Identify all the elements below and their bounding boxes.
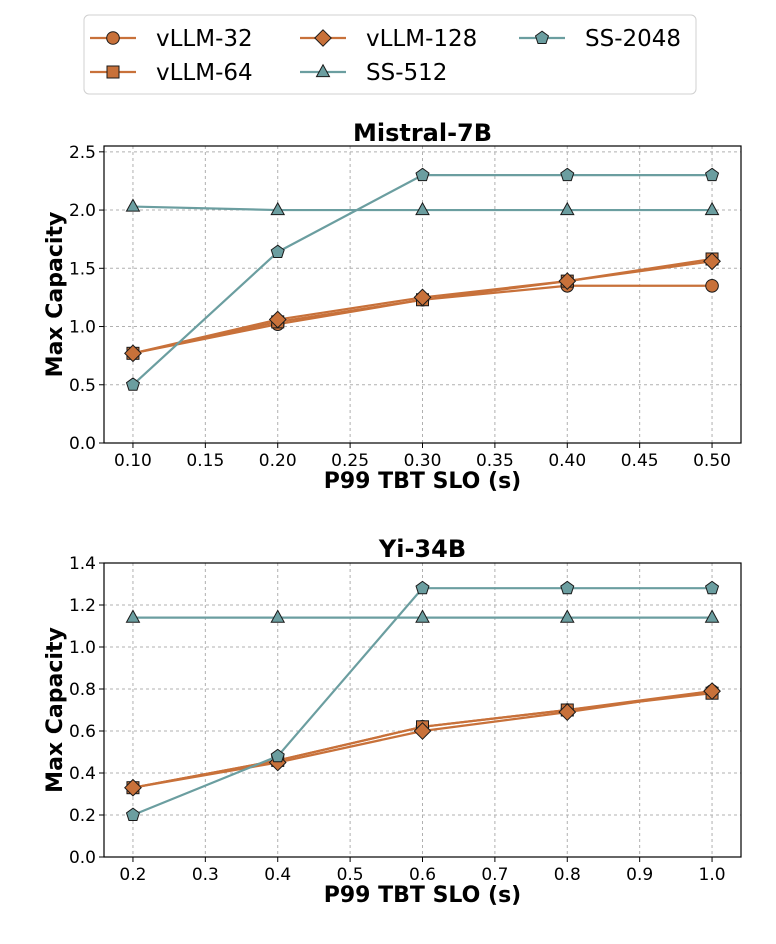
x-axis-label: P99 TBT SLO (s) <box>324 469 521 494</box>
gridlines <box>104 562 741 858</box>
data-point-ss-2048 <box>560 167 575 182</box>
x-tick-label: 0.15 <box>186 451 224 471</box>
y-tick-label: 1.4 <box>69 554 96 574</box>
data-point-ss-2048 <box>125 377 141 391</box>
x-tick-label: 0.30 <box>404 451 442 471</box>
legend-label: SS-512 <box>366 60 447 86</box>
y-tick-label: 2.0 <box>69 201 96 221</box>
legend: vLLM-32 vLLM-128 SS-2048 vLLM-64 SS-512 <box>83 14 697 95</box>
y-tick-label: 1.0 <box>69 318 96 338</box>
data-point-ss-512 <box>270 609 286 623</box>
legend-entry-vllm-32: vLLM-32 <box>90 26 253 52</box>
y-tick-label: 1.5 <box>69 259 96 279</box>
x-tick-label: 0.50 <box>693 451 731 471</box>
chart-mistral-7b: 0.10 0.15 0.20 0.25 0.30 0.35 0.40 0.45 0.50 0.0 0… <box>43 119 742 494</box>
data-point-ss-512 <box>559 609 575 623</box>
axis-ticks: 0.2 0.3 0.4 0.5 0.6 0.7 0.8 0.9 1.0 0.0 0.2 0.4 0.6 0… <box>69 554 726 885</box>
legend-marker-diamond <box>314 29 332 47</box>
legend-label: SS-2048 <box>585 26 681 52</box>
data-point-vllm-128 <box>558 272 577 291</box>
x-tick-label: 0.40 <box>548 451 586 471</box>
legend-entry-vllm-128: vLLM-128 <box>300 26 477 52</box>
legend-entry-vllm-64: vLLM-64 <box>90 60 253 86</box>
x-tick-label: 0.6 <box>409 865 436 885</box>
chart-title: Mistral-7B <box>353 119 492 147</box>
data-point-ss-2048 <box>560 580 575 595</box>
data-point-vllm-128 <box>558 703 577 722</box>
data-point-ss-512 <box>270 201 286 216</box>
data-point-vllm-32 <box>705 278 719 293</box>
y-tick-label: 2.5 <box>69 143 96 163</box>
y-tick-label: 0.4 <box>69 764 96 784</box>
y-tick-label: 0.6 <box>69 722 96 742</box>
legend-marker-circle <box>106 31 120 45</box>
data-point-ss-2048 <box>704 167 720 182</box>
x-tick-label: 0.45 <box>621 451 659 471</box>
series-ss-512 <box>125 609 720 623</box>
legend-entry-ss-512: SS-512 <box>300 60 447 86</box>
series-ss-512 <box>125 198 720 216</box>
series-ss-2048 <box>125 167 720 391</box>
data-point-ss-512 <box>125 198 141 212</box>
data-point-vllm-128 <box>703 252 721 271</box>
legend-label: vLLM-64 <box>156 60 253 86</box>
data-point-ss-2048 <box>270 244 285 258</box>
data-point-ss-512 <box>125 609 141 623</box>
data-point-ss-2048 <box>125 807 141 821</box>
x-axis-label: P99 TBT SLO (s) <box>324 883 521 908</box>
data-point-ss-512 <box>415 609 430 623</box>
data-point-ss-512 <box>415 201 430 216</box>
data-point-vllm-128 <box>124 344 142 363</box>
x-tick-label: 0.7 <box>481 865 508 885</box>
y-tick-label: 1.2 <box>69 596 96 616</box>
data-point-ss-2048 <box>704 580 720 595</box>
x-tick-label: 0.3 <box>192 865 219 885</box>
data-point-vllm-128 <box>413 288 432 307</box>
legend-marker-pentagon <box>534 30 550 44</box>
data-point-ss-512 <box>704 609 720 623</box>
plot-frame <box>103 562 742 858</box>
legend-label: vLLM-128 <box>366 26 477 52</box>
legend-label: vLLM-32 <box>156 26 253 52</box>
x-tick-label: 0.4 <box>264 865 291 885</box>
x-tick-label: 0.8 <box>554 865 581 885</box>
y-axis-label: Max Capacity <box>43 212 68 378</box>
data-point-vllm-128 <box>268 310 287 329</box>
data-point-ss-2048 <box>415 167 430 182</box>
data-point-vllm-128 <box>124 778 142 797</box>
y-axis-label: Max Capacity <box>43 627 68 793</box>
data-point-ss-512 <box>704 201 720 216</box>
x-tick-label: 0.25 <box>331 451 369 471</box>
y-tick-label: 0.2 <box>69 806 96 826</box>
x-tick-label: 0.20 <box>259 451 297 471</box>
data-point-ss-2048 <box>270 748 285 763</box>
y-tick-label: 0.8 <box>69 680 96 700</box>
data-point-vllm-128 <box>703 682 721 701</box>
chart-title: Yi-34B <box>378 535 466 563</box>
series-vllm-128 <box>124 682 721 797</box>
x-tick-label: 1.0 <box>699 865 726 885</box>
x-tick-label: 0.5 <box>337 865 364 885</box>
data-point-vllm-128 <box>413 722 432 740</box>
y-tick-label: 1.0 <box>69 638 96 658</box>
legend-marker-square <box>106 65 120 79</box>
series-ss-2048 <box>125 580 720 821</box>
x-tick-label: 0.9 <box>626 865 653 885</box>
legend-marker-triangle <box>315 63 331 78</box>
x-tick-label: 0.2 <box>119 865 146 885</box>
y-tick-label: 0.0 <box>69 434 96 454</box>
x-tick-label: 0.10 <box>114 451 152 471</box>
y-tick-label: 0.0 <box>69 848 96 868</box>
legend-entry-ss-2048: SS-2048 <box>519 26 681 52</box>
y-tick-label: 0.5 <box>69 376 96 396</box>
x-tick-label: 0.35 <box>476 451 514 471</box>
data-point-ss-512 <box>559 201 575 216</box>
axis-ticks: 0.10 0.15 0.20 0.25 0.30 0.35 0.40 0.45 0.50 0.0 0… <box>69 143 731 471</box>
chart-yi-34b: 0.2 0.3 0.4 0.5 0.6 0.7 0.8 0.9 1.0 0.0 0.2 0.4 0.6 0… <box>43 535 742 908</box>
plot-frame <box>103 145 742 444</box>
data-point-ss-2048 <box>415 580 430 595</box>
series-vllm-128 <box>124 252 721 363</box>
